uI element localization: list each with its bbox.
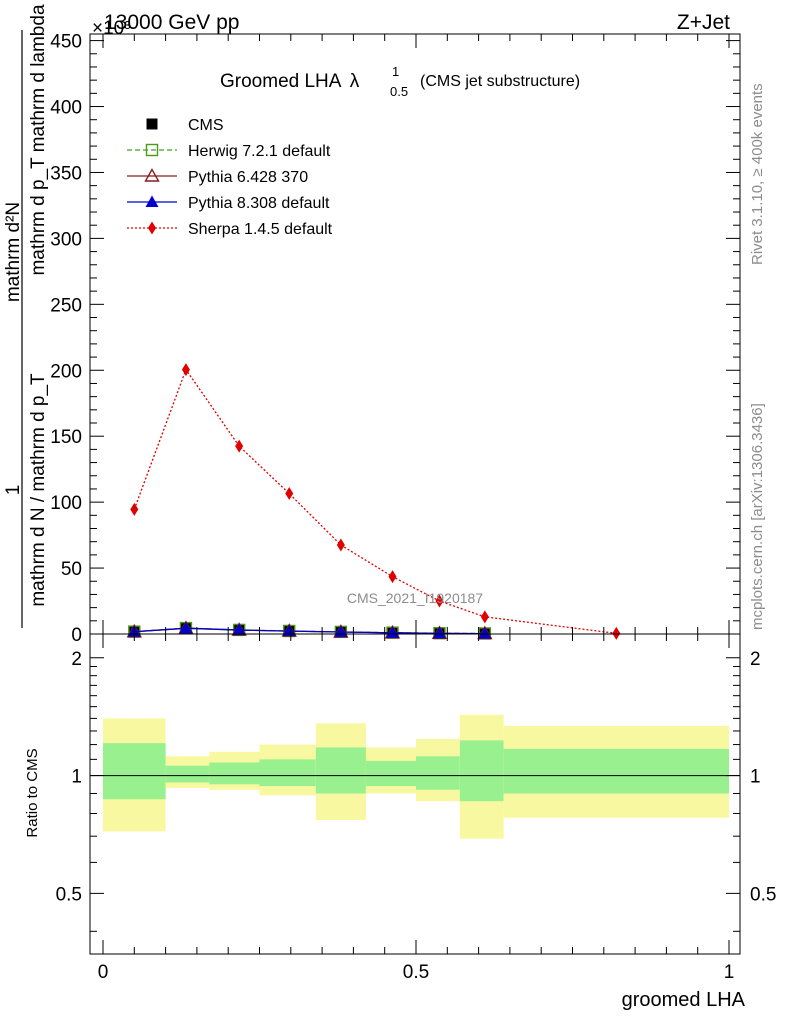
data-point xyxy=(285,487,294,501)
legend-entry: Pythia 8.308 default xyxy=(127,195,330,212)
ratio-band-inner xyxy=(416,756,460,790)
watermark: CMS_2021_I1920187 xyxy=(347,590,483,606)
legend-label: Pythia 8.308 default xyxy=(188,195,330,212)
chart-title: Groomed LHA λ xyxy=(220,71,360,92)
y-label-top: mathrm d²N xyxy=(3,202,24,302)
legend-entry: Sherpa 1.4.5 default xyxy=(127,221,333,238)
chart-title-text: Groomed LHA xyxy=(220,71,342,92)
y-tick-label: 0 xyxy=(71,625,82,646)
legend-label: Pythia 6.428 370 xyxy=(188,169,308,186)
y-tick-label: 100 xyxy=(50,493,82,514)
ratio-y-label: Ratio to CMS xyxy=(24,748,41,837)
ratio-bands xyxy=(103,714,729,839)
main-y-ticks: 0 50 100 150 200 250 300 350 400 450 xyxy=(50,32,740,646)
y-tick-label: 350 xyxy=(50,163,82,184)
exponent-label: ×10³ xyxy=(92,18,131,39)
legend-marker xyxy=(145,195,159,207)
data-point xyxy=(232,623,246,636)
ratio-y-tick-label-right: 0.5 xyxy=(750,884,776,905)
ratio-band-inner xyxy=(103,743,166,800)
data-point xyxy=(181,363,190,377)
chart-title-sup: 1 xyxy=(392,64,399,79)
chart-subtitle: (CMS jet substructure) xyxy=(420,73,580,90)
y-tick-label: 400 xyxy=(50,98,82,119)
chart-title-symbol: λ xyxy=(350,71,360,92)
y-label-numerator: 1 xyxy=(3,485,24,496)
data-point xyxy=(235,439,244,453)
ratio-band-inner xyxy=(209,762,260,785)
y-tick-label: 450 xyxy=(50,32,82,53)
ratio-band-inner xyxy=(259,759,316,787)
data-point xyxy=(282,624,296,637)
ratio-y-tick-label-right: 2 xyxy=(750,649,761,670)
data-point xyxy=(388,570,397,584)
y-axis-label: 1 mathrm d²N mathrm d p_T mathrm d lambd… xyxy=(3,4,49,628)
y-tick-label: 250 xyxy=(50,295,82,316)
data-point xyxy=(478,627,492,639)
data-point xyxy=(432,626,446,639)
ratio-band-inner xyxy=(459,740,504,802)
legend: CMS Herwig 7.2.1 default Pythia 6.428 370 P… xyxy=(127,117,333,238)
legend-label: Herwig 7.2.1 default xyxy=(188,143,331,160)
ratio-band-inner xyxy=(165,765,210,783)
legend-entry: Pythia 6.428 370 xyxy=(127,168,308,186)
legend-entry: Herwig 7.2.1 default xyxy=(127,143,331,160)
ratio-y-tick-label: 2 xyxy=(71,649,82,670)
legend-marker xyxy=(144,168,160,182)
ratio-band-inner xyxy=(365,760,416,787)
series-4 xyxy=(130,363,621,640)
legend-marker xyxy=(148,221,156,235)
rivet-label: Rivet 3.1.10, ≥ 400k events xyxy=(749,83,766,265)
process-label: Z+Jet xyxy=(677,11,730,34)
y-tick-label: 300 xyxy=(50,229,82,250)
series-line xyxy=(134,627,485,635)
y-label-bottom: mathrm d N / mathrm d p_T xyxy=(28,373,49,607)
legend-entry: CMS xyxy=(146,117,224,134)
data-point xyxy=(130,502,139,516)
main-panel: 0 50 100 150 200 250 300 350 400 450 Groomed LHA … xyxy=(50,32,741,646)
ratio-band-inner xyxy=(315,747,366,794)
data-point xyxy=(386,626,400,638)
ratio-frame xyxy=(89,633,741,955)
data-point xyxy=(612,626,621,640)
main-series-group xyxy=(126,363,621,640)
legend-marker xyxy=(146,118,158,130)
y-tick-label: 150 xyxy=(50,427,82,448)
ratio-y-tick-label: 1 xyxy=(71,767,82,788)
mcplots-label: mcplots.cern.ch [arXiv:1306.3436] xyxy=(749,403,766,630)
ratio-y-tick-label: 0.5 xyxy=(56,884,82,905)
data-point xyxy=(435,594,444,608)
ratio-panel: 0.5 0.51 12 2 0 0.5 1 Ratio to CMS groomed LH… xyxy=(24,34,776,1011)
x-axis-label: groomed LHA xyxy=(622,989,746,1011)
y-tick-label: 200 xyxy=(50,361,82,382)
x-tick-label: 1 xyxy=(724,962,735,983)
chart-title-sub: 0.5 xyxy=(390,84,408,99)
x-tick-label: 0.5 xyxy=(403,962,429,983)
legend-label: CMS xyxy=(188,117,224,134)
y-label-mid: mathrm d p_T mathrm d lambda xyxy=(28,4,49,275)
y-tick-label: 50 xyxy=(61,559,82,580)
data-point xyxy=(336,538,345,552)
ratio-y-ticks: 0.5 0.5 1 1 2 2 xyxy=(56,649,776,932)
legend-label: Sherpa 1.4.5 default xyxy=(188,221,333,238)
x-axis-ticks: 0 0.5 1 xyxy=(98,34,735,983)
data-point xyxy=(179,621,193,634)
ratio-y-tick-label-right: 1 xyxy=(750,767,761,788)
legend-marker xyxy=(145,143,159,157)
energy-label: 13000 GeV pp xyxy=(104,11,239,34)
ratio-band-inner xyxy=(503,748,729,794)
x-tick-label: 0 xyxy=(98,962,109,983)
data-point xyxy=(480,610,489,624)
